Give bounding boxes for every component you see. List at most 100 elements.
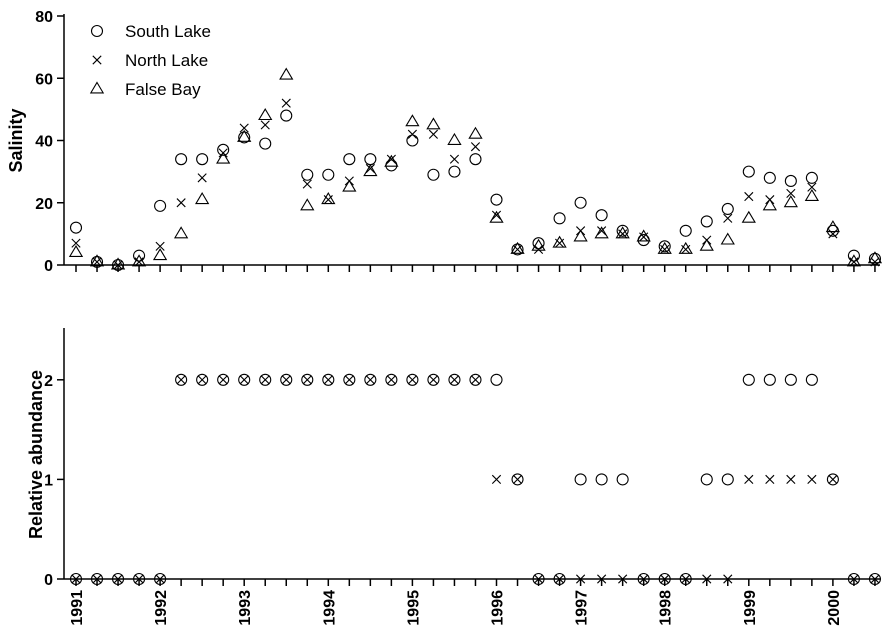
legend-label: North Lake: [125, 51, 208, 70]
series-north-lake: [71, 375, 880, 584]
series-false-bay-point: [636, 229, 651, 242]
series-south-lake-point: [742, 373, 755, 386]
series-south-lake-point: [679, 224, 692, 237]
series-false-bay-point: [510, 241, 525, 254]
series-south-lake-point: [364, 373, 377, 386]
series-south-lake-point: [280, 373, 293, 386]
series-north-lake-point: [386, 154, 396, 164]
series-south-lake-point: [69, 221, 83, 234]
series-north-lake-point: [428, 129, 439, 139]
series-south-lake-point: [364, 153, 377, 166]
series-false-bay-point: [258, 108, 273, 121]
series-north-lake-point: [723, 574, 733, 584]
series-north-lake-point: [870, 257, 880, 267]
series-north-lake-point: [597, 574, 607, 584]
series-north-lake-point: [533, 244, 544, 255]
series-north-lake-point: [449, 375, 460, 385]
series-south-lake-point: [847, 572, 860, 586]
x-tick-label: 1995: [405, 590, 422, 626]
series-false-bay-point: [489, 210, 504, 223]
y-tick-label: 80: [35, 9, 53, 26]
series-south-lake-point: [805, 373, 818, 386]
series-false-bay-point: [216, 151, 231, 164]
series-north-lake-point: [302, 179, 312, 189]
series-north-lake-point: [428, 375, 439, 385]
series-north-lake-point: [449, 154, 460, 164]
series-north-lake-point: [71, 574, 81, 584]
series-north-lake-point: [723, 213, 733, 223]
series-south-lake-point: [343, 153, 356, 166]
series-north-lake-point: [281, 375, 291, 385]
x-tick-label: 2000: [826, 590, 843, 626]
series-north-lake-point: [260, 375, 270, 385]
series-south-lake-point: [616, 224, 629, 237]
series-south-lake-point: [385, 373, 398, 386]
series-false-bay-point: [762, 198, 777, 211]
series-south-lake-point: [90, 572, 104, 586]
series-north-lake-point: [576, 574, 586, 584]
series-north-lake-point: [786, 188, 796, 199]
series-south-lake-point: [742, 165, 755, 178]
series-false-bay-point: [173, 226, 189, 239]
series-south-lake-point: [721, 202, 734, 216]
series-south-lake-point: [196, 373, 209, 386]
series-south-lake-point: [616, 473, 629, 486]
series-false-bay-point: [825, 220, 841, 233]
series-north-lake-point: [239, 123, 249, 133]
series-false-bay-point: [573, 229, 588, 242]
series-false-bay-point: [552, 235, 567, 248]
series-south-lake-point: [700, 215, 713, 228]
series-south-lake-point: [784, 373, 797, 386]
series-false-bay-point: [678, 241, 693, 254]
series-south-lake-point: [532, 572, 545, 586]
series-false-bay-point: [68, 244, 84, 257]
series-north-lake-point: [639, 574, 649, 584]
legend-circle-icon: [90, 24, 104, 38]
legend-cross-icon: [92, 55, 102, 65]
series-north-lake-point: [660, 574, 670, 584]
series-south-lake-point: [280, 109, 293, 122]
series-north-lake-point: [807, 474, 817, 484]
y-tick-label: 20: [35, 196, 53, 213]
series-north-lake-point: [218, 375, 228, 385]
y-tick-label: 1: [44, 472, 53, 489]
series-north-lake-point: [618, 574, 628, 584]
series-north-lake-point: [323, 195, 333, 205]
series-south-lake-point: [658, 572, 671, 586]
series-north-lake-point: [828, 229, 838, 239]
series-north-lake-point: [470, 375, 481, 385]
series-north-lake-point: [849, 574, 859, 584]
series-false-bay-point: [657, 241, 672, 254]
series-south-lake-point: [343, 373, 356, 386]
series-north-lake-point: [281, 98, 291, 108]
series-south-lake-point: [763, 373, 776, 386]
series-false-bay-point: [363, 164, 378, 177]
series-south-lake-point: [133, 572, 146, 586]
series-north-lake-point: [239, 375, 249, 385]
series-south-lake-point: [574, 196, 587, 209]
series-south-lake-point: [406, 373, 419, 386]
series-north-lake-point: [660, 244, 670, 255]
series-south-lake-point: [238, 373, 251, 386]
series-south-lake-point: [448, 373, 461, 386]
series-north-lake-point: [870, 574, 880, 584]
series-north-lake-point: [92, 574, 102, 584]
legend-triangle-icon: [89, 81, 105, 94]
legend: South Lake North Lake False Bay: [89, 22, 211, 99]
series-south-lake-point: [322, 168, 335, 181]
series-north-lake-point: [512, 474, 523, 484]
series-north-lake-point: [765, 474, 775, 484]
series-false-bay-point: [342, 179, 357, 192]
series-north-lake-point: [681, 574, 691, 584]
series-false-bay-point: [89, 254, 105, 267]
x-tick-label: 1998: [658, 590, 675, 626]
series-south-lake-point: [511, 473, 524, 486]
series-south-lake-point: [700, 473, 713, 486]
series-false-bay-point: [279, 67, 294, 80]
series-north-lake-point: [134, 574, 144, 584]
series-south-lake-point: [595, 473, 608, 486]
series-south-lake-point: [679, 572, 692, 586]
series-false-bay-point: [321, 192, 336, 205]
series-north-lake-point: [681, 244, 691, 255]
